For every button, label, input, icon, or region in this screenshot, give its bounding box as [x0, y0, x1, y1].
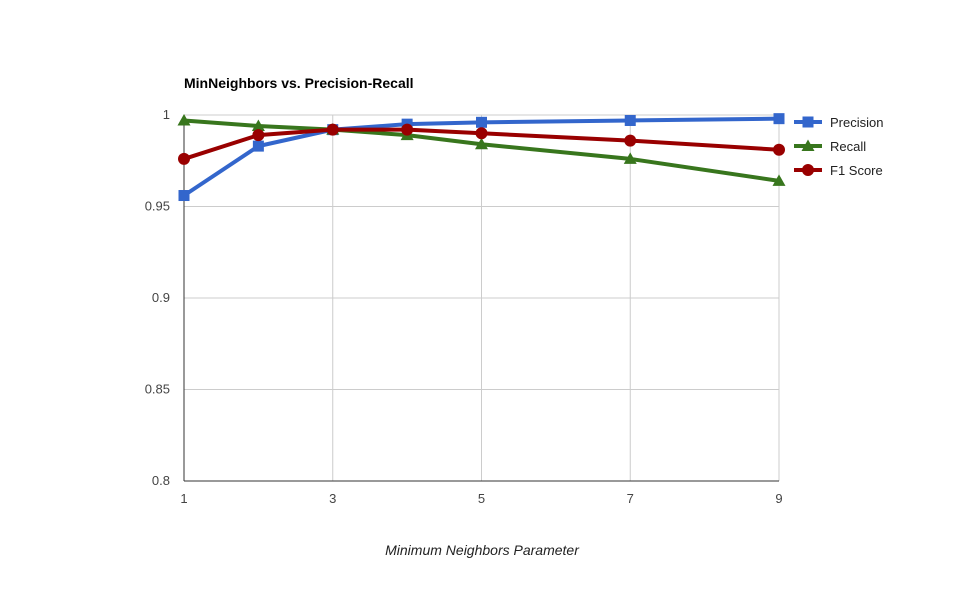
y-tick-label: 0.85	[145, 382, 170, 397]
series-group	[177, 113, 786, 202]
data-point-recall	[772, 174, 786, 186]
chart-title: MinNeighbors vs. Precision-Recall	[184, 75, 414, 91]
data-point-precision	[624, 114, 636, 126]
x-tick-label: 7	[627, 491, 634, 506]
data-point-f1-score	[624, 134, 637, 147]
legend-item-recall: Recall	[794, 139, 866, 154]
legend-swatch-marker	[802, 116, 814, 128]
y-tick-label: 0.8	[152, 473, 170, 488]
legend-item-precision: Precision	[794, 115, 883, 130]
y-tick-label: 0.9	[152, 290, 170, 305]
y-tick-label: 1	[163, 107, 170, 122]
legend-label: F1 Score	[830, 163, 883, 178]
y-tick-label: 0.95	[145, 199, 170, 214]
data-point-recall	[475, 137, 488, 150]
data-point-precision	[252, 140, 264, 152]
x-tick-label: 5	[478, 491, 485, 506]
grid-lines	[183, 114, 780, 482]
data-point-f1-score	[475, 127, 488, 140]
data-point-precision	[178, 190, 190, 202]
data-point-recall	[251, 119, 265, 131]
legend: Precision Recall F1 Score	[794, 115, 883, 178]
legend-item-f1-score: F1 Score	[794, 163, 883, 178]
data-point-f1-score	[252, 129, 265, 142]
x-tick-label: 9	[775, 491, 782, 506]
x-axis-label: Minimum Neighbors Parameter	[385, 542, 580, 558]
axes: 0.8 0.85 0.9 0.95 1 1 3 5 7 9	[145, 107, 783, 506]
legend-label: Precision	[830, 115, 883, 130]
data-point-f1-score	[326, 123, 339, 136]
legend-label: Recall	[830, 139, 866, 154]
data-point-precision	[773, 113, 785, 125]
x-tick-label: 3	[329, 491, 336, 506]
data-point-f1-score	[401, 123, 414, 136]
legend-swatch-marker	[802, 164, 814, 176]
data-point-f1-score	[178, 152, 190, 165]
x-tick-label: 1	[180, 491, 187, 506]
data-point-f1-score	[773, 143, 785, 156]
data-point-recall	[177, 113, 191, 126]
data-point-precision	[476, 116, 487, 128]
data-point-recall	[623, 152, 637, 164]
legend-swatch-marker	[801, 139, 815, 151]
series-f1-score	[178, 123, 785, 165]
